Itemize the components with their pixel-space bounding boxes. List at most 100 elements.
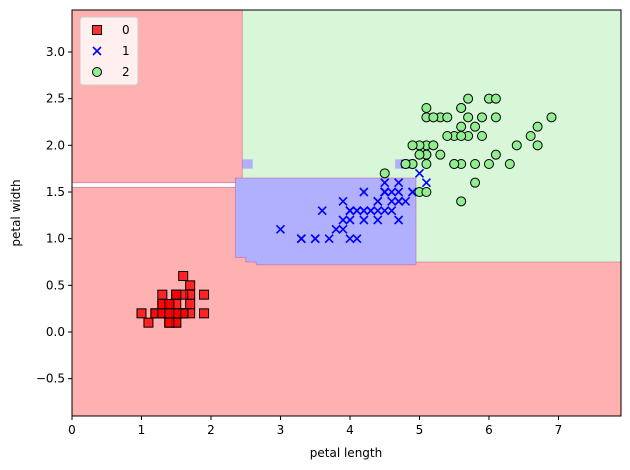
x-stroke bbox=[387, 187, 397, 197]
data-point-class-2 bbox=[504, 159, 515, 169]
data-point-class-1 bbox=[310, 234, 320, 244]
data-point-class-1 bbox=[324, 234, 334, 244]
data-point-class-2 bbox=[470, 121, 481, 132]
region-class-2 bbox=[242, 10, 621, 262]
data-point-class-1 bbox=[373, 206, 383, 216]
x-tick-label: 5 bbox=[416, 423, 424, 437]
data-point-class-1 bbox=[380, 178, 390, 188]
data-point-class-2 bbox=[379, 168, 390, 179]
x-stroke bbox=[275, 224, 286, 234]
x-stroke bbox=[352, 234, 362, 244]
data-point-class-1 bbox=[331, 224, 341, 234]
x-stroke bbox=[331, 224, 341, 234]
x-tick-label: 7 bbox=[555, 423, 563, 437]
y-tick-label: 3.0 bbox=[46, 45, 65, 59]
x-axis-label: petal length bbox=[310, 446, 382, 460]
legend-marker bbox=[92, 25, 102, 35]
x-stroke bbox=[359, 187, 369, 197]
data-point-class-2 bbox=[477, 112, 488, 123]
data-point-class-1 bbox=[345, 206, 355, 216]
data-point-class-2 bbox=[421, 187, 432, 197]
x-stroke bbox=[401, 196, 411, 206]
y-tick-label: −0.5 bbox=[36, 372, 65, 386]
region-class-1 bbox=[235, 178, 416, 265]
x-tick-label: 6 bbox=[485, 423, 493, 437]
x-stroke bbox=[338, 224, 348, 234]
data-point-class-0 bbox=[164, 308, 175, 319]
data-point-class-2 bbox=[463, 93, 474, 104]
data-point-class-2 bbox=[456, 103, 467, 113]
data-point-class-2 bbox=[400, 159, 411, 169]
data-point-class-1 bbox=[296, 234, 306, 244]
data-point-class-0 bbox=[143, 317, 154, 328]
data-point-class-2 bbox=[470, 177, 481, 188]
axes: 0 1 2 3 4 5 6 7 −0.5 0.0 0.5 1.0 1.5 2.0 2.5 3.0 bbox=[36, 9, 622, 437]
x-tick-label: 2 bbox=[207, 423, 215, 437]
data-point-class-2 bbox=[463, 112, 474, 123]
data-point-class-2 bbox=[456, 121, 467, 132]
x-stroke bbox=[373, 196, 383, 206]
x-stroke bbox=[338, 215, 348, 225]
data-point-class-1 bbox=[338, 215, 348, 225]
data-point-class-0 bbox=[199, 289, 210, 300]
x-stroke bbox=[394, 187, 404, 197]
data-point-class-1 bbox=[338, 196, 348, 206]
x-stroke bbox=[394, 215, 404, 225]
y-axis-label: petal width bbox=[9, 179, 23, 246]
data-point-class-1 bbox=[380, 206, 390, 216]
x-stroke bbox=[296, 234, 306, 244]
x-stroke bbox=[352, 206, 362, 216]
legend-marker bbox=[92, 67, 102, 77]
x-stroke bbox=[394, 178, 404, 188]
data-point-class-1 bbox=[352, 234, 362, 244]
data-point-class-1 bbox=[394, 196, 404, 206]
data-point-class-0 bbox=[185, 299, 196, 309]
region-class-0 bbox=[72, 187, 621, 416]
data-point-class-0 bbox=[199, 308, 210, 319]
data-point-class-0 bbox=[136, 308, 147, 319]
x-tick-label: 0 bbox=[68, 423, 76, 437]
data-point-class-2 bbox=[490, 149, 501, 160]
x-stroke bbox=[387, 206, 397, 216]
legend-label: 0 bbox=[122, 23, 130, 37]
data-point-class-0 bbox=[157, 289, 168, 300]
x-stroke bbox=[380, 206, 390, 216]
data-point-class-1 bbox=[394, 215, 404, 225]
data-point-class-1 bbox=[380, 187, 390, 197]
data-point-class-2 bbox=[546, 112, 557, 123]
x-stroke bbox=[407, 187, 418, 197]
x-tick-label: 3 bbox=[277, 423, 285, 437]
y-tick-label: 2.0 bbox=[46, 138, 65, 152]
x-stroke bbox=[345, 234, 355, 244]
data-point-class-1 bbox=[366, 206, 376, 216]
x-stroke bbox=[414, 168, 425, 178]
x-stroke bbox=[338, 196, 348, 206]
data-point-class-1 bbox=[345, 234, 355, 244]
data-point-class-2 bbox=[442, 131, 453, 141]
data-point-class-1 bbox=[345, 215, 355, 225]
data-point-class-2 bbox=[421, 103, 432, 113]
x-stroke bbox=[373, 215, 383, 225]
legend-label: 2 bbox=[122, 65, 130, 79]
data-point-class-2 bbox=[490, 112, 501, 123]
data-point-class-0 bbox=[185, 280, 196, 291]
data-point-class-2 bbox=[421, 159, 432, 169]
x-stroke bbox=[359, 206, 369, 216]
x-tick-label: 1 bbox=[138, 423, 146, 437]
legend-marker bbox=[92, 46, 102, 56]
x-stroke bbox=[345, 215, 355, 225]
data-point-class-1 bbox=[373, 196, 383, 206]
y-tick-label: 0.5 bbox=[46, 278, 65, 292]
legend-item-0: 0 bbox=[92, 23, 130, 37]
x-stroke bbox=[317, 206, 327, 216]
data-point-class-1 bbox=[387, 187, 397, 197]
data-point-class-1 bbox=[359, 215, 369, 225]
data-point-class-2 bbox=[442, 112, 453, 123]
data-point-class-0 bbox=[164, 299, 175, 309]
data-point-class-2 bbox=[477, 131, 488, 141]
data-point-class-2 bbox=[490, 93, 501, 104]
data-point-class-2 bbox=[470, 159, 481, 169]
x-stroke bbox=[380, 178, 390, 188]
data-point-class-1 bbox=[394, 178, 404, 188]
